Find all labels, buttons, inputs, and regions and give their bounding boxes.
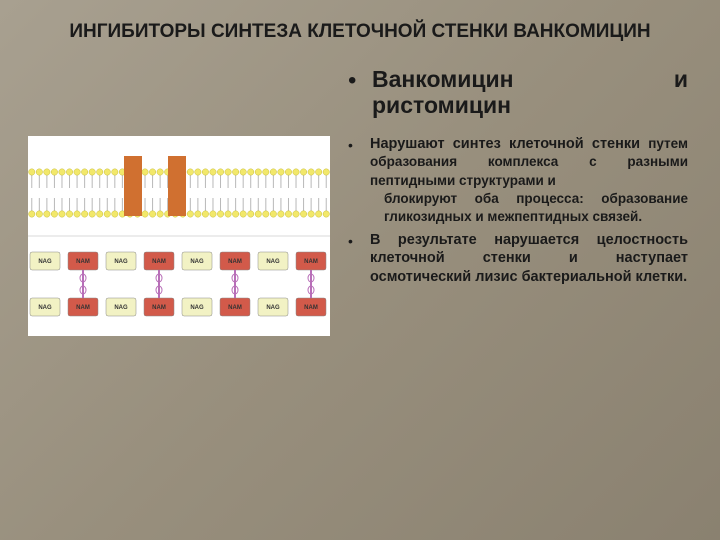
bullet-dot-icon: • (348, 66, 372, 119)
svg-text:NAG: NAG (266, 259, 280, 265)
svg-text:NAG: NAG (38, 259, 52, 265)
svg-text:NAM: NAM (228, 305, 242, 311)
svg-text:NAG: NAG (114, 305, 128, 311)
svg-text:NAM: NAM (228, 259, 242, 265)
svg-text:NAG: NAG (266, 305, 280, 311)
slide-title: ИНГИБИТОРЫ СИНТЕЗА КЛЕТОЧНОЙ СТЕНКИ ВАНК… (28, 20, 692, 44)
sb1-p1: Нарушают синтез клеточной стенки (370, 136, 648, 152)
sb1-cont: блокируют оба процесса: образование глик… (370, 190, 688, 225)
svg-text:NAG: NAG (114, 259, 128, 265)
cellwall-diagram: NAG NAM NAG NAM NAG NAM NAG NAM NAG NAM NAG NAM NAG N… (28, 136, 330, 336)
svg-text:NAG: NAG (190, 259, 204, 265)
main-bullet-text: Ванкомицин и ристомицин (372, 66, 688, 119)
content-row: NAG NAM NAG NAM NAG NAM NAG NAM NAG NAM NAG NAM NAG N… (28, 66, 692, 336)
sub-bullet-2: • В результате нарушается целостность кл… (348, 231, 688, 287)
sub-bullet-1: • Нарушают синтез клеточной стенки путем… (348, 135, 688, 225)
svg-text:NAG: NAG (190, 305, 204, 311)
main-bullet: • Ванкомицин и ристомицин (348, 66, 688, 119)
svg-text:NAM: NAM (76, 259, 90, 265)
svg-text:NAG: NAG (38, 305, 52, 311)
right-column: • Ванкомицин и ристомицин • Нарушают син… (348, 66, 692, 293)
main-line2: ристомицин (372, 92, 511, 118)
sub-bullet-2-text: В результате нарушается целостность клет… (370, 231, 688, 287)
left-column: NAG NAM NAG NAM NAG NAM NAG NAM NAG NAM NAG NAM NAG N… (28, 66, 330, 336)
sub-bullet-1-text: Нарушают синтез клеточной стенки путем о… (370, 135, 688, 225)
main-line1: Ванкомицин и (372, 66, 688, 92)
svg-text:NAM: NAM (152, 259, 166, 265)
bullet-dot-icon: • (348, 135, 370, 225)
svg-text:NAM: NAM (152, 305, 166, 311)
bullet-dot-icon: • (348, 231, 370, 287)
svg-text:NAM: NAM (304, 305, 318, 311)
svg-text:NAM: NAM (304, 259, 318, 265)
svg-text:NAM: NAM (76, 305, 90, 311)
